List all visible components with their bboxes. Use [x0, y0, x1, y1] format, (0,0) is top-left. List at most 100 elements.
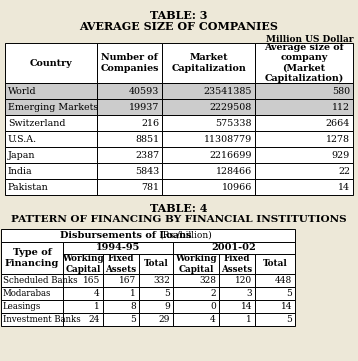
Bar — [5, 99, 97, 115]
Text: Number of
Companies: Number of Companies — [100, 53, 159, 73]
Bar — [255, 147, 353, 163]
Text: AVERAGE SIZE OF COMPANIES: AVERAGE SIZE OF COMPANIES — [79, 21, 279, 32]
Text: TABLE: 4: TABLE: 4 — [150, 203, 208, 214]
Bar — [162, 43, 255, 83]
Bar — [173, 313, 219, 326]
Text: Market
Capitalization: Market Capitalization — [171, 53, 246, 73]
Text: Emerging Markets: Emerging Markets — [8, 103, 98, 112]
Text: 0: 0 — [210, 302, 216, 311]
Text: Total: Total — [263, 260, 287, 269]
Text: U.S.A.: U.S.A. — [8, 135, 37, 144]
Bar — [162, 99, 255, 115]
Text: 112: 112 — [332, 103, 350, 112]
Text: 2216699: 2216699 — [209, 151, 252, 160]
Bar — [103, 287, 139, 300]
Bar — [255, 131, 353, 147]
Bar — [97, 147, 162, 163]
Text: Working
Capital: Working Capital — [62, 254, 104, 274]
Bar — [173, 287, 219, 300]
Bar — [173, 242, 295, 254]
Bar — [255, 274, 295, 287]
Bar — [139, 300, 173, 313]
Bar — [1, 300, 63, 313]
Text: 4: 4 — [210, 315, 216, 324]
Bar — [255, 287, 295, 300]
Text: 448: 448 — [275, 276, 292, 285]
Text: 120: 120 — [235, 276, 252, 285]
Bar — [63, 287, 103, 300]
Bar — [173, 254, 219, 274]
Text: 1: 1 — [130, 289, 136, 298]
Bar — [255, 99, 353, 115]
Text: PATTERN OF FINANCING BY FINANCIAL INSTITUTIONS: PATTERN OF FINANCING BY FINANCIAL INSTIT… — [11, 215, 347, 224]
Bar — [103, 274, 139, 287]
Bar — [97, 99, 162, 115]
Text: 165: 165 — [83, 276, 100, 285]
Bar — [63, 313, 103, 326]
Bar — [255, 313, 295, 326]
Text: 580: 580 — [332, 87, 350, 96]
Text: 5: 5 — [286, 315, 292, 324]
Bar — [139, 274, 173, 287]
Bar — [162, 131, 255, 147]
Bar — [97, 83, 162, 99]
Text: Scheduled Banks: Scheduled Banks — [3, 276, 78, 285]
Bar — [97, 131, 162, 147]
Bar — [139, 313, 173, 326]
Bar — [162, 179, 255, 195]
Bar — [255, 115, 353, 131]
Bar — [63, 242, 173, 254]
Text: 5843: 5843 — [135, 166, 159, 175]
Text: 29: 29 — [159, 315, 170, 324]
Text: 328: 328 — [199, 276, 216, 285]
Text: Total: Total — [144, 260, 168, 269]
Text: 1: 1 — [246, 315, 252, 324]
Bar — [5, 131, 97, 147]
Bar — [5, 83, 97, 99]
Bar — [173, 274, 219, 287]
Bar — [219, 287, 255, 300]
Text: Investment Banks: Investment Banks — [3, 315, 81, 324]
Text: 2387: 2387 — [135, 151, 159, 160]
Bar — [97, 163, 162, 179]
Text: 1: 1 — [94, 302, 100, 311]
Text: 5: 5 — [164, 289, 170, 298]
Bar — [255, 254, 295, 274]
Text: 24: 24 — [89, 315, 100, 324]
Text: 23541385: 23541385 — [203, 87, 252, 96]
Text: Type of
Financing: Type of Financing — [5, 248, 59, 268]
Bar — [5, 163, 97, 179]
Text: 167: 167 — [119, 276, 136, 285]
Bar — [139, 287, 173, 300]
Bar — [1, 229, 295, 242]
Text: Average size of
company
(Market
Capitalization): Average size of company (Market Capitali… — [264, 43, 344, 83]
Bar — [219, 274, 255, 287]
Text: 2664: 2664 — [326, 118, 350, 127]
Text: 8851: 8851 — [135, 135, 159, 144]
Bar — [97, 115, 162, 131]
Text: 19937: 19937 — [129, 103, 159, 112]
Bar — [103, 254, 139, 274]
Bar — [162, 147, 255, 163]
Text: 1278: 1278 — [326, 135, 350, 144]
Text: 5: 5 — [286, 289, 292, 298]
Text: 8: 8 — [130, 302, 136, 311]
Text: 929: 929 — [332, 151, 350, 160]
Text: 14: 14 — [338, 183, 350, 191]
Bar — [63, 254, 103, 274]
Bar — [5, 147, 97, 163]
Text: 3: 3 — [246, 289, 252, 298]
Text: 216: 216 — [141, 118, 159, 127]
Text: 4: 4 — [94, 289, 100, 298]
Text: Switzerland: Switzerland — [8, 118, 66, 127]
Bar — [103, 300, 139, 313]
Text: 14: 14 — [281, 302, 292, 311]
Text: 332: 332 — [153, 276, 170, 285]
Bar — [255, 179, 353, 195]
Bar — [97, 179, 162, 195]
Bar — [1, 274, 63, 287]
Text: 575338: 575338 — [216, 118, 252, 127]
Text: 22: 22 — [338, 166, 350, 175]
Text: 10966: 10966 — [222, 183, 252, 191]
Text: 11308779: 11308779 — [204, 135, 252, 144]
